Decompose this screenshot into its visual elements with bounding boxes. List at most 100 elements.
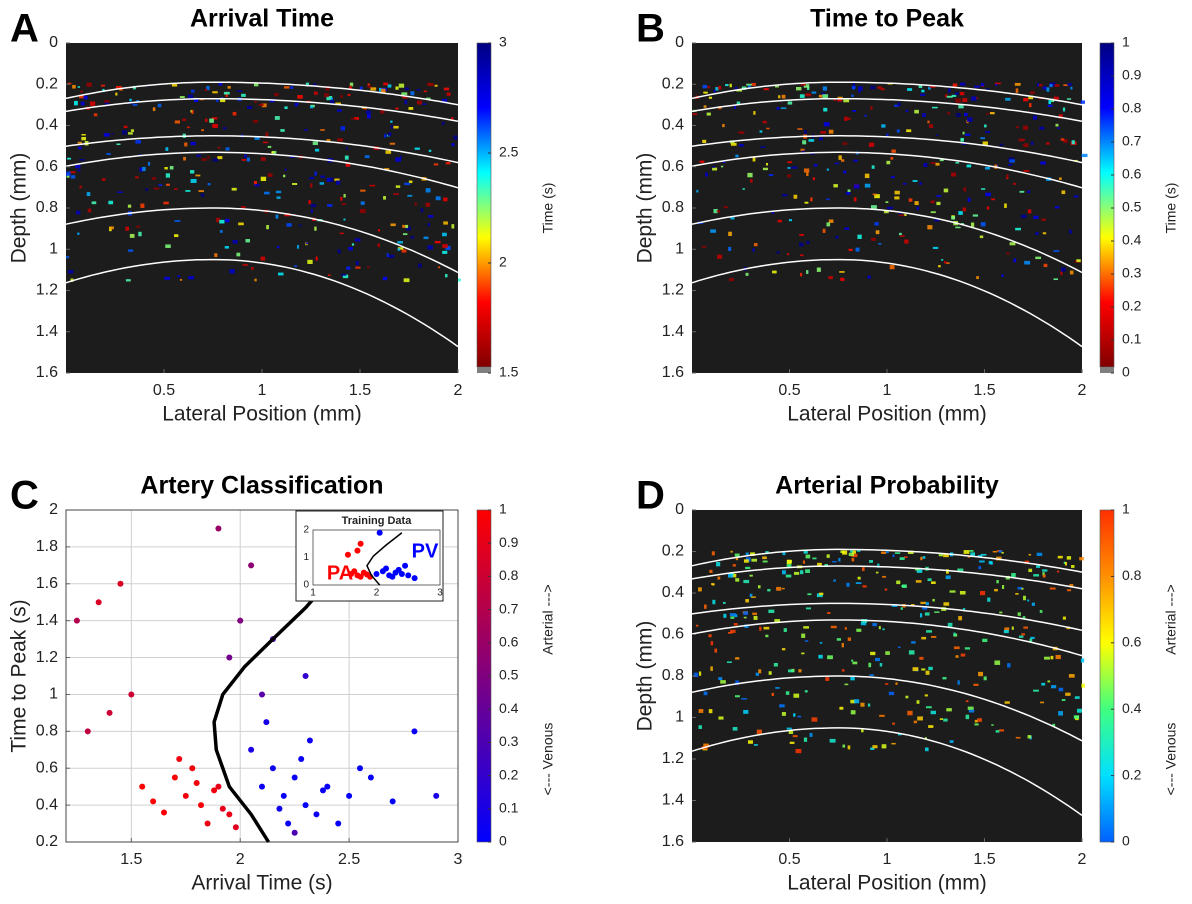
speck (749, 593, 753, 598)
speck (912, 180, 918, 182)
speck (756, 729, 762, 734)
speck (337, 138, 343, 142)
speck (1033, 574, 1040, 577)
inset-point (402, 562, 409, 569)
speck (223, 91, 230, 95)
speck (796, 86, 802, 91)
speck (427, 245, 433, 250)
speck (75, 210, 81, 215)
speck (1047, 680, 1051, 683)
speck (763, 626, 770, 630)
point (150, 798, 157, 805)
speck (890, 176, 895, 179)
speck (829, 738, 836, 743)
layer-boundary (691, 135, 1083, 164)
speck (1058, 687, 1064, 692)
y-tick-label: 1.4 (36, 612, 58, 629)
speck (104, 102, 110, 105)
speck (428, 149, 432, 152)
x-tick-label: 2 (1078, 382, 1087, 399)
speck (742, 188, 745, 190)
speck (1033, 689, 1039, 692)
colorbar-tick-label: 2 (499, 254, 507, 270)
speck (179, 96, 185, 98)
speck (420, 208, 424, 213)
speck (966, 164, 972, 168)
speck (907, 550, 914, 555)
speck (720, 165, 724, 168)
speck (977, 718, 982, 722)
speck (935, 134, 939, 137)
speck (441, 121, 445, 125)
speck (1007, 663, 1011, 668)
speck (428, 214, 434, 218)
speck (994, 660, 1001, 665)
speck (729, 613, 736, 617)
speck (403, 278, 410, 283)
speck (1057, 127, 1060, 129)
speck (179, 278, 183, 281)
speck (1076, 708, 1082, 713)
speck (116, 143, 121, 146)
speck (217, 146, 221, 149)
speck (802, 140, 807, 145)
speck (881, 551, 887, 554)
speck (1067, 83, 1072, 86)
speck (795, 748, 802, 754)
speck (938, 553, 944, 557)
speck (253, 180, 257, 186)
speck (904, 239, 909, 244)
speck (995, 730, 1000, 733)
speck (348, 246, 353, 251)
colorbar-label-bottom: <--- Venous (1163, 723, 1179, 796)
colorbar-tick-label: 0.1 (1122, 331, 1142, 347)
speck (743, 611, 748, 616)
speck (968, 709, 975, 713)
speck (916, 569, 923, 573)
speck (1080, 100, 1085, 104)
speck (870, 205, 877, 210)
speck (812, 177, 816, 181)
speck (401, 249, 407, 253)
speck (710, 666, 713, 671)
speck (893, 104, 900, 107)
speck (982, 638, 988, 643)
speck (260, 157, 266, 161)
speck (326, 96, 333, 101)
speck (132, 103, 138, 106)
speck (743, 579, 750, 584)
y-tick-label: 1.2 (662, 282, 684, 299)
speck (800, 254, 804, 257)
speck (717, 85, 722, 90)
speck (897, 733, 902, 736)
speck (253, 119, 258, 123)
speck (308, 200, 312, 205)
speck (953, 646, 960, 650)
speck (924, 612, 930, 616)
speck (793, 571, 800, 575)
speck (1018, 635, 1024, 638)
speck (1023, 170, 1030, 172)
speck (847, 637, 852, 641)
speck (1062, 616, 1066, 620)
speck (1058, 114, 1063, 119)
speck (347, 93, 351, 97)
colorbar-tick-label: 0.9 (1122, 67, 1142, 83)
speck (428, 83, 434, 87)
speck (337, 250, 341, 254)
speck (236, 252, 241, 257)
speck (734, 695, 740, 698)
speck (254, 183, 260, 187)
speck (260, 256, 266, 261)
speck (843, 170, 847, 174)
speck (383, 196, 386, 200)
speck (776, 107, 780, 110)
speck (732, 564, 736, 567)
inset-boundary (366, 532, 403, 586)
speck (882, 628, 885, 631)
speck (370, 87, 377, 91)
speck (804, 640, 809, 642)
speck (67, 157, 72, 160)
speck (147, 161, 151, 166)
